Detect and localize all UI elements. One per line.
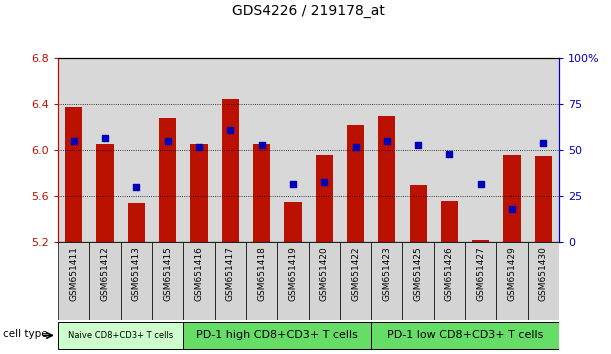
Bar: [121, 58, 152, 242]
Bar: [277, 58, 309, 242]
Text: GSM651430: GSM651430: [539, 246, 548, 301]
Bar: [441, 201, 458, 242]
Point: [100, 135, 110, 141]
Bar: [316, 155, 333, 242]
Bar: [253, 144, 270, 242]
Bar: [58, 58, 89, 242]
Text: PD-1 low CD8+CD3+ T cells: PD-1 low CD8+CD3+ T cells: [387, 330, 543, 341]
Bar: [371, 242, 403, 320]
Text: GSM651417: GSM651417: [226, 246, 235, 301]
Bar: [128, 203, 145, 242]
Bar: [309, 58, 340, 242]
Bar: [465, 242, 497, 320]
Bar: [371, 58, 403, 242]
Bar: [309, 242, 340, 320]
Bar: [528, 58, 559, 242]
Bar: [535, 156, 552, 242]
Text: GSM651426: GSM651426: [445, 246, 454, 301]
Text: GSM651418: GSM651418: [257, 246, 266, 301]
Text: GSM651413: GSM651413: [132, 246, 141, 301]
Point: [131, 184, 141, 190]
Text: GSM651416: GSM651416: [194, 246, 203, 301]
Bar: [183, 58, 214, 242]
Text: Naive CD8+CD3+ T cells: Naive CD8+CD3+ T cells: [68, 331, 174, 340]
Point: [507, 206, 517, 212]
Bar: [472, 240, 489, 242]
Bar: [152, 242, 183, 320]
Text: GSM651423: GSM651423: [382, 246, 391, 301]
Bar: [214, 242, 246, 320]
Point: [163, 138, 172, 144]
Text: GSM651415: GSM651415: [163, 246, 172, 301]
Bar: [89, 58, 121, 242]
Text: GSM651429: GSM651429: [508, 246, 516, 301]
Bar: [409, 185, 426, 242]
Bar: [434, 242, 465, 320]
Bar: [58, 242, 89, 320]
Bar: [496, 242, 528, 320]
Bar: [496, 58, 528, 242]
Bar: [214, 58, 246, 242]
Bar: [65, 107, 82, 242]
Text: GSM651422: GSM651422: [351, 246, 360, 301]
Point: [225, 127, 235, 133]
Bar: [528, 242, 559, 320]
Point: [320, 179, 329, 184]
Bar: [403, 242, 434, 320]
Bar: [222, 99, 239, 242]
Bar: [340, 242, 371, 320]
Bar: [58, 322, 183, 349]
Bar: [246, 242, 277, 320]
Point: [288, 181, 298, 187]
Bar: [97, 144, 114, 242]
Bar: [191, 144, 208, 242]
Bar: [277, 242, 309, 320]
Text: GSM651412: GSM651412: [101, 246, 109, 301]
Text: GSM651420: GSM651420: [320, 246, 329, 301]
Bar: [403, 58, 434, 242]
Point: [194, 144, 204, 150]
Bar: [246, 58, 277, 242]
Point: [476, 181, 486, 187]
Bar: [284, 202, 301, 242]
Point: [445, 151, 455, 157]
Bar: [89, 242, 121, 320]
Text: GSM651425: GSM651425: [414, 246, 423, 301]
Bar: [378, 116, 395, 242]
Point: [69, 138, 79, 144]
Bar: [340, 58, 371, 242]
Bar: [183, 322, 371, 349]
Point: [413, 142, 423, 148]
Bar: [121, 242, 152, 320]
Bar: [434, 58, 465, 242]
Bar: [371, 322, 559, 349]
Bar: [347, 125, 364, 242]
Text: cell type: cell type: [3, 329, 48, 339]
Bar: [503, 155, 521, 242]
Text: GSM651411: GSM651411: [69, 246, 78, 301]
Text: GSM651427: GSM651427: [477, 246, 485, 301]
Text: PD-1 high CD8+CD3+ T cells: PD-1 high CD8+CD3+ T cells: [196, 330, 358, 341]
Bar: [183, 242, 214, 320]
Point: [538, 140, 548, 146]
Point: [257, 142, 266, 148]
Bar: [159, 118, 176, 242]
Bar: [465, 58, 497, 242]
Text: GDS4226 / 219178_at: GDS4226 / 219178_at: [232, 4, 385, 18]
Bar: [152, 58, 183, 242]
Point: [351, 144, 360, 150]
Point: [382, 138, 392, 144]
Text: GSM651419: GSM651419: [288, 246, 298, 301]
